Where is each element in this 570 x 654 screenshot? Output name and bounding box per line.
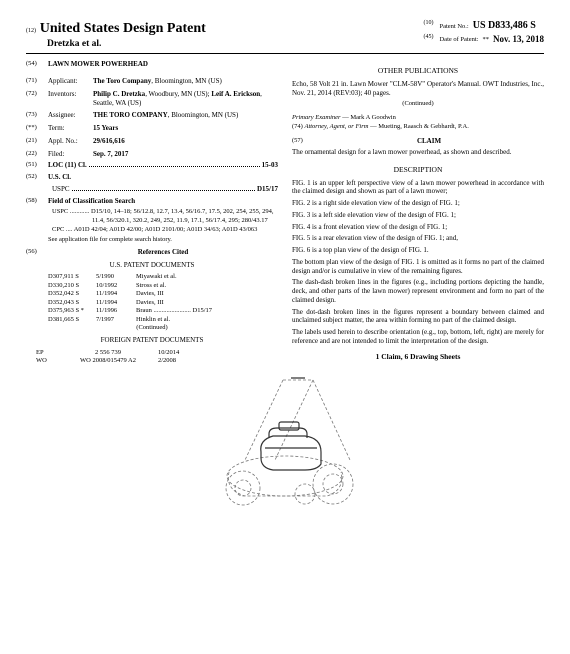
right-column: OTHER PUBLICATIONS Echo, 58 Volt 21 in. … — [292, 60, 544, 365]
desc-p6: FIG. 6 is a top plan view of the design … — [292, 246, 544, 255]
uspc-sublabel: USPC — [48, 185, 70, 194]
field-52-num: (52) — [26, 173, 48, 182]
other-pub-head: OTHER PUBLICATIONS — [292, 66, 544, 75]
field-72-num: (72) — [26, 90, 48, 108]
field-72-lab: Inventors: — [48, 90, 93, 108]
examiner-line: Primary Examiner — Mark A Goodwin — [292, 114, 544, 122]
field-57-num: (57) — [292, 137, 314, 146]
applicant-value: The Toro Company, Bloomington, MN (US) — [93, 77, 278, 86]
foreign-row: WOWO 2008/015479 A22/2008 — [36, 357, 278, 365]
claim-text: The ornamental design for a lawn mower p… — [292, 148, 544, 157]
desc-p7: The bottom plan view of the design of FI… — [292, 258, 544, 276]
patent-row: D307,911 S5/1990Miyawaki et al. — [48, 273, 278, 281]
code-45: (45) — [423, 34, 433, 45]
uspc-val: D15/17 — [257, 185, 278, 194]
foreign-patent-head: FOREIGN PATENT DOCUMENTS — [26, 336, 278, 345]
description-head: DESCRIPTION — [292, 165, 544, 174]
field-22-lab: Filed: — [48, 150, 93, 159]
us-patent-list: D307,911 S5/1990Miyawaki et al. D330,210… — [26, 273, 278, 324]
field-search-label: Field of Classification Search — [48, 197, 278, 206]
field-term-lab: Term: — [48, 124, 93, 133]
patent-drawing — [26, 372, 544, 515]
field-58-num: (58) — [26, 197, 48, 206]
desc-p8: The dash-dash broken lines in the figure… — [292, 278, 544, 304]
patent-row: D352,043 S11/1994Davies, III — [48, 299, 278, 307]
field-56-num: (56) — [26, 248, 48, 257]
inventors-value: Philip C. Dretzka, Woodbury, MN (US); Le… — [93, 90, 278, 108]
claim-count: 1 Claim, 6 Drawing Sheets — [292, 352, 544, 361]
desc-p9: The dot-dash broken lines in the figures… — [292, 308, 544, 326]
continued-2: (Continued) — [292, 100, 544, 108]
body-columns: (54) LAWN MOWER POWERHEAD (71) Applicant… — [26, 60, 544, 365]
header-left: (12) United States Design Patent Dretzka… — [26, 20, 206, 50]
filed-date: Sep. 7, 2017 — [93, 150, 278, 159]
see-file: See application file for complete search… — [26, 236, 278, 244]
attorney-line: (74) Attorney, Agent, or Firm — Mueting,… — [292, 123, 544, 131]
claim-head: CLAIM — [314, 137, 544, 146]
desc-p5: FIG. 5 is a rear elevation view of the d… — [292, 234, 544, 243]
date-label: Date of Patent: — [439, 34, 478, 45]
patent-row: D330,210 S10/1992Stross et al. — [48, 282, 278, 290]
field-73-num: (73) — [26, 111, 48, 120]
appl-no: 29/616,616 — [93, 137, 278, 146]
field-73-lab: Assignee: — [48, 111, 93, 120]
patent-date: Nov. 13, 2018 — [493, 34, 544, 45]
code-12: (12) — [26, 28, 36, 34]
loc-val: 15-03 — [262, 161, 278, 170]
patent-row: D352,042 S11/1994Davies, III — [48, 290, 278, 298]
term-value: 15 Years — [93, 124, 278, 133]
header-right: (10) Patent No.: US D833,486 S (45) Date… — [423, 20, 544, 50]
us-patent-docs-head: U.S. PATENT DOCUMENTS — [26, 261, 278, 270]
field-54-num: (54) — [26, 60, 48, 69]
applicant-header: Dretzka et al. — [26, 39, 206, 51]
cpc-search: CPC .... A01D 42/04; A01D 42/00; A01D 21… — [26, 226, 278, 234]
desc-p4: FIG. 4 is a front elevation view of the … — [292, 223, 544, 232]
desc-p1: FIG. 1 is an upper left perspective view… — [292, 179, 544, 197]
field-22-num: (22) — [26, 150, 48, 159]
date-stars: ** — [482, 34, 489, 45]
foreign-row: EP2 556 73910/2014 — [36, 349, 278, 357]
dot-leader — [89, 161, 260, 167]
references-cited: References Cited — [48, 248, 278, 257]
left-column: (54) LAWN MOWER POWERHEAD (71) Applicant… — [26, 60, 278, 365]
foreign-patent-list: EP2 556 73910/2014 WOWO 2008/015479 A22/… — [26, 349, 278, 366]
assignee-value: THE TORO COMPANY, Bloomington, MN (US) — [93, 111, 278, 120]
other-pub-text: Echo, 58 Volt 21 in. Lawn Mower "CLM-58V… — [292, 80, 544, 98]
field-21-lab: Appl. No.: — [48, 137, 93, 146]
field-71-num: (71) — [26, 77, 48, 86]
invention-title: LAWN MOWER POWERHEAD — [48, 60, 278, 69]
uspc-search: USPC ............ D15/10, 14–18; 56/12.8… — [26, 208, 278, 225]
patent-row: D375,963 S *11/1996Braun ...............… — [48, 307, 278, 315]
patent-no: US D833,486 S — [473, 20, 536, 33]
code-10: (10) — [423, 20, 433, 33]
field-51-num: (51) — [26, 161, 48, 170]
patent-header: (12) United States Design Patent Dretzka… — [26, 20, 544, 54]
patent-row: D381,665 S7/1997Hinklin et al. — [48, 316, 278, 324]
loc-label: LOC (11) Cl. — [48, 161, 87, 170]
country-title: United States Design Patent — [40, 21, 206, 36]
uscl-label: U.S. Cl. — [48, 173, 278, 182]
desc-p2: FIG. 2 is a right side elevation view of… — [292, 199, 544, 208]
dot-leader — [72, 185, 255, 191]
desc-p3: FIG. 3 is a left side elevation view of … — [292, 211, 544, 220]
field-term-num: (**) — [26, 124, 48, 133]
desc-p10: The labels used herein to describe orien… — [292, 328, 544, 346]
field-21-num: (21) — [26, 137, 48, 146]
field-71-lab: Applicant: — [48, 77, 93, 86]
continued-1: (Continued) — [26, 324, 278, 332]
mower-icon — [195, 372, 375, 512]
patent-no-label: Patent No.: — [439, 20, 468, 33]
